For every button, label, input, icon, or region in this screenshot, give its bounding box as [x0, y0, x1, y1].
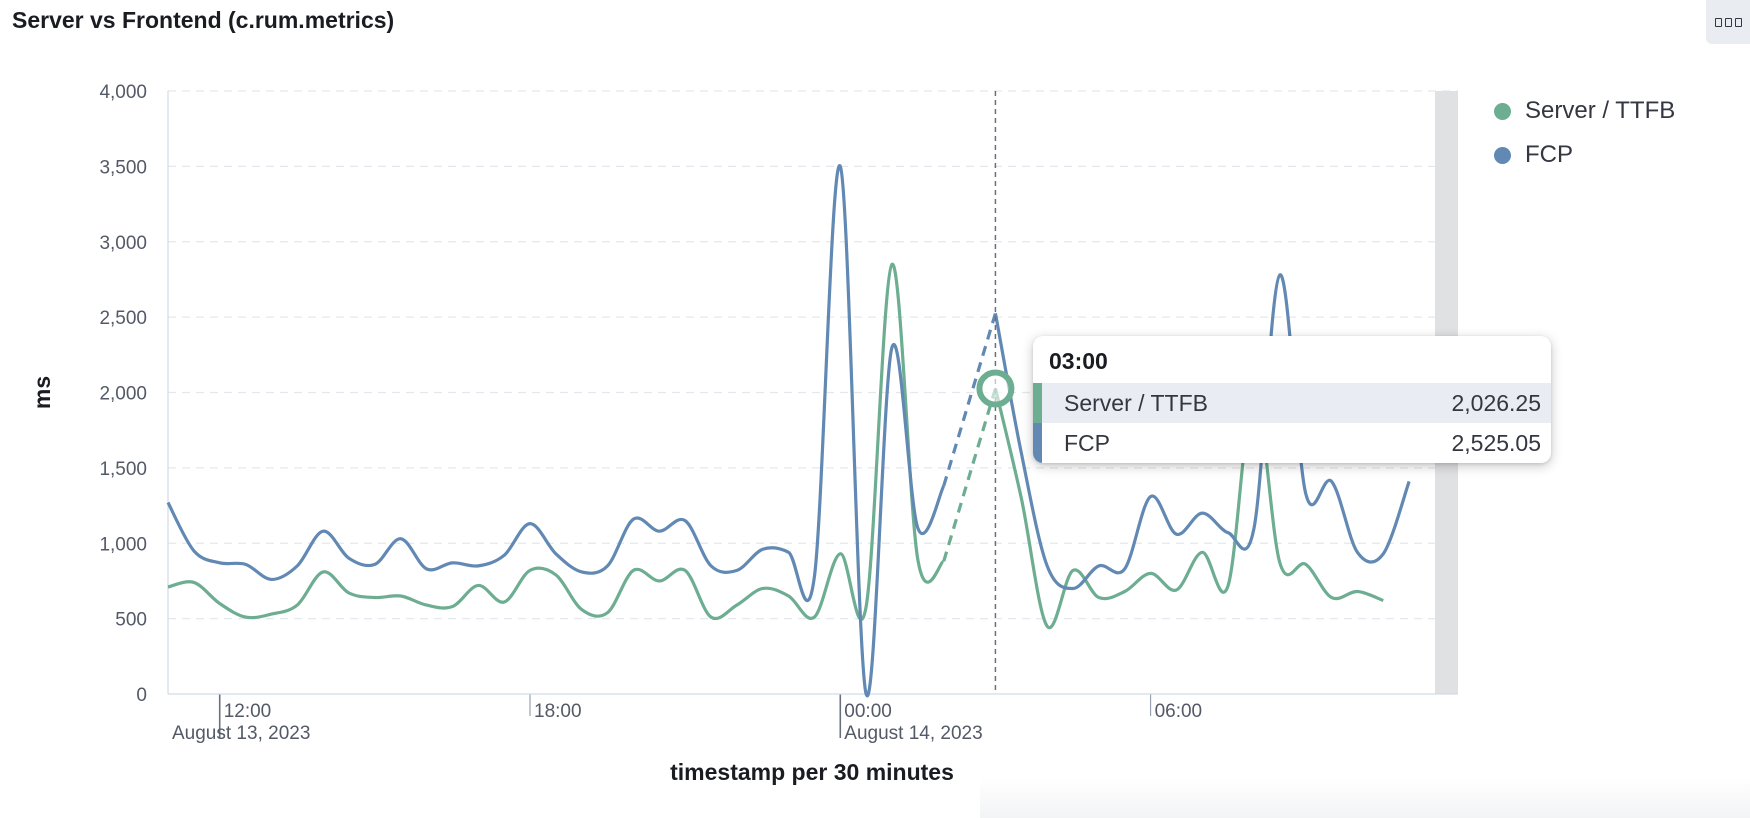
- legend-dot-icon: [1494, 146, 1511, 164]
- y-tick-label: 2,000: [99, 384, 147, 405]
- panel-bottom-shadow: [980, 778, 1750, 818]
- y-tick-label: 0: [136, 685, 147, 706]
- series-line: [167, 262, 946, 621]
- series-lines: [166, 164, 1411, 698]
- x-tick-label: 06:00: [1155, 701, 1203, 722]
- tooltip-swatch: [1033, 423, 1042, 463]
- panel-options-button[interactable]: [1706, 0, 1750, 44]
- tooltip-label: FCP: [1064, 429, 1110, 456]
- y-tick-label: 1,500: [99, 459, 147, 480]
- tooltip-row-fcp: FCP 2,525.05: [1033, 423, 1551, 463]
- series-line: [993, 273, 1411, 591]
- y-axis-ticks: 0 500 1,000 1,500 2,000 2,500 3,000 3,500 4,000: [99, 82, 147, 706]
- legend-label: Server / TTFB: [1525, 97, 1676, 124]
- x-tick-sublabel: August 14, 2023: [844, 723, 982, 744]
- legend-item-fcp[interactable]: FCP: [1494, 133, 1675, 177]
- series-gap-dashed: [942, 388, 997, 562]
- chart-tooltip: 03:00 Server / TTFB 2,026.25 FCP 2,525.0…: [1033, 336, 1551, 463]
- tooltip-value: 2,525.05: [1451, 429, 1541, 456]
- y-tick-label: 4,000: [99, 82, 147, 103]
- hover-point-marker: [976, 369, 1015, 408]
- y-tick-label: 2,500: [99, 308, 147, 329]
- y-axis-title: ms: [29, 376, 55, 409]
- y-tick-label: 1,000: [99, 534, 147, 555]
- x-tick-label: 18:00: [534, 701, 582, 722]
- x-tick-sublabel: August 13, 2023: [172, 723, 310, 744]
- tooltip-swatch: [1033, 383, 1042, 423]
- tooltip-value: 2,026.25: [1451, 389, 1541, 416]
- legend-label: FCP: [1525, 141, 1573, 168]
- chart-legend: Server / TTFB FCP: [1494, 89, 1675, 177]
- series-line: [993, 388, 1384, 630]
- tooltip-label: Server / TTFB: [1064, 389, 1208, 416]
- legend-item-ttfb[interactable]: Server / TTFB: [1494, 89, 1675, 133]
- tooltip-row-ttfb: Server / TTFB 2,026.25: [1033, 383, 1551, 423]
- y-tick-label: 500: [115, 610, 147, 631]
- x-tick-label: 00:00: [844, 701, 892, 722]
- y-tick-label: 3,000: [99, 233, 147, 254]
- y-tick-label: 3,500: [99, 157, 147, 178]
- x-axis-title: timestamp per 30 minutes: [670, 759, 954, 785]
- options-icon-dot: [1724, 17, 1732, 27]
- legend-dot-icon: [1494, 102, 1511, 120]
- series-line: [166, 164, 946, 698]
- grid-lines: [168, 90, 1458, 620]
- options-icon: [1714, 17, 1722, 27]
- options-icon-dot: [1734, 17, 1742, 27]
- x-tick-label: 12:00: [224, 701, 272, 722]
- tooltip-header: 03:00: [1049, 348, 1108, 374]
- panel-title: Server vs Frontend (c.rum.metrics): [12, 7, 395, 33]
- series-gap-dashed: [942, 312, 997, 487]
